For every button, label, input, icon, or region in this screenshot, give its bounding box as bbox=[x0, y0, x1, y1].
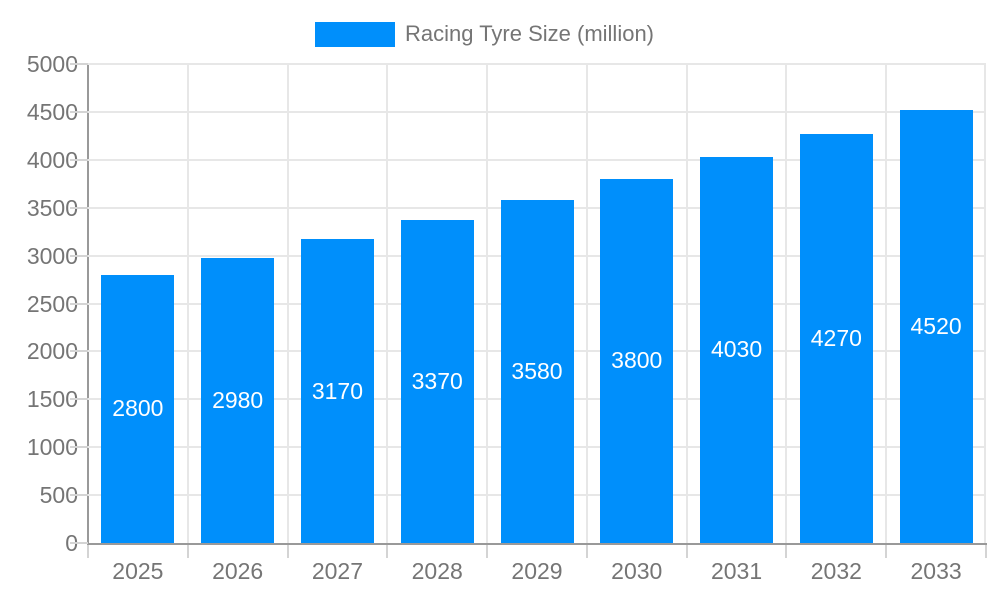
x-axis-tick bbox=[87, 545, 89, 558]
gridline-vertical bbox=[885, 64, 888, 543]
y-tick-label: 3500 bbox=[26, 194, 78, 221]
bar-value-label: 3370 bbox=[411, 368, 463, 395]
y-axis-tick bbox=[70, 446, 88, 449]
y-axis-tick bbox=[70, 254, 88, 257]
x-tick-label: 2025 bbox=[112, 558, 164, 584]
gridline-horizontal bbox=[88, 110, 986, 113]
y-tick-label: 2500 bbox=[26, 290, 78, 317]
legend-item[interactable]: Racing Tyre Size (million) bbox=[315, 20, 654, 48]
x-axis-tick bbox=[785, 545, 788, 558]
bar-value-label: 3580 bbox=[511, 358, 563, 385]
bar-value-label: 4030 bbox=[710, 336, 763, 363]
gridline-horizontal bbox=[88, 63, 986, 65]
x-tick-label: 2028 bbox=[411, 558, 463, 584]
x-tick-label: 2031 bbox=[710, 558, 763, 584]
gridline-vertical bbox=[186, 64, 189, 543]
y-tick-label: 2000 bbox=[26, 338, 78, 365]
x-axis-tick bbox=[685, 545, 688, 558]
y-tick-label: 1000 bbox=[26, 434, 78, 461]
bar-value-label: 3800 bbox=[611, 347, 663, 374]
y-axis-tick bbox=[70, 206, 88, 209]
bar-value-label: 4270 bbox=[810, 324, 862, 351]
bar[interactable]: 4520 bbox=[899, 109, 973, 543]
y-axis-tick bbox=[70, 110, 88, 113]
x-tick-label: 2033 bbox=[910, 558, 962, 584]
x-axis-tick bbox=[985, 545, 987, 558]
bar-value-label: 3170 bbox=[311, 377, 364, 404]
gridline-vertical bbox=[685, 64, 688, 543]
gridline-vertical bbox=[984, 64, 986, 543]
y-axis-tick bbox=[70, 302, 88, 305]
legend-label: Racing Tyre Size (million) bbox=[405, 21, 655, 46]
y-tick-label: 1500 bbox=[26, 386, 78, 413]
x-axis-tick bbox=[386, 545, 389, 558]
y-axis-tick bbox=[70, 158, 88, 161]
y-tick-label: 500 bbox=[39, 482, 78, 509]
gridline-horizontal bbox=[88, 158, 986, 161]
gridline-vertical bbox=[585, 64, 588, 543]
x-tick-label: 2032 bbox=[810, 558, 862, 584]
y-tick-label: 4000 bbox=[26, 146, 78, 173]
bar-value-label: 2980 bbox=[212, 386, 264, 413]
y-axis-tick bbox=[70, 350, 88, 353]
bar[interactable]: 2800 bbox=[101, 274, 175, 543]
x-tick-label: 2030 bbox=[611, 558, 663, 584]
x-tick-label: 2029 bbox=[511, 558, 563, 584]
y-tick-label: 4500 bbox=[26, 98, 78, 125]
x-axis-tick bbox=[585, 545, 588, 558]
plot-area: 2800 2980 3170 3370 3580 3800 4030 4270 4520 bbox=[88, 63, 986, 543]
gridline-vertical bbox=[486, 64, 489, 543]
bar[interactable]: 3580 bbox=[500, 200, 574, 543]
gridline-vertical bbox=[286, 64, 289, 543]
y-axis-tick bbox=[70, 542, 88, 544]
gridline-vertical bbox=[785, 64, 788, 543]
bar[interactable]: 2980 bbox=[201, 257, 275, 543]
y-tick-label: 5000 bbox=[26, 51, 78, 77]
bar[interactable]: 3370 bbox=[400, 220, 474, 543]
bar[interactable]: 4030 bbox=[700, 156, 774, 543]
bar-value-label: 2800 bbox=[112, 395, 164, 422]
x-tick-label: 2026 bbox=[212, 558, 264, 584]
x-axis-tick bbox=[885, 545, 888, 558]
bar-value-label: 4520 bbox=[910, 312, 962, 339]
x-axis-tick bbox=[486, 545, 489, 558]
bar[interactable]: 3800 bbox=[600, 178, 674, 543]
y-axis-tick bbox=[70, 398, 88, 401]
bar[interactable]: 4270 bbox=[799, 133, 873, 543]
legend-swatch-icon bbox=[315, 21, 395, 47]
x-axis-tick bbox=[186, 545, 189, 558]
y-tick-label: 3000 bbox=[26, 242, 78, 269]
x-axis-line bbox=[87, 543, 987, 545]
bar[interactable]: 3170 bbox=[300, 239, 374, 543]
y-axis-tick bbox=[70, 63, 88, 65]
x-tick-label: 2027 bbox=[311, 558, 364, 584]
y-axis-tick bbox=[70, 494, 88, 497]
x-axis-tick bbox=[286, 545, 289, 558]
y-tick-label: 0 bbox=[0, 531, 78, 555]
gridline-vertical bbox=[386, 64, 389, 543]
